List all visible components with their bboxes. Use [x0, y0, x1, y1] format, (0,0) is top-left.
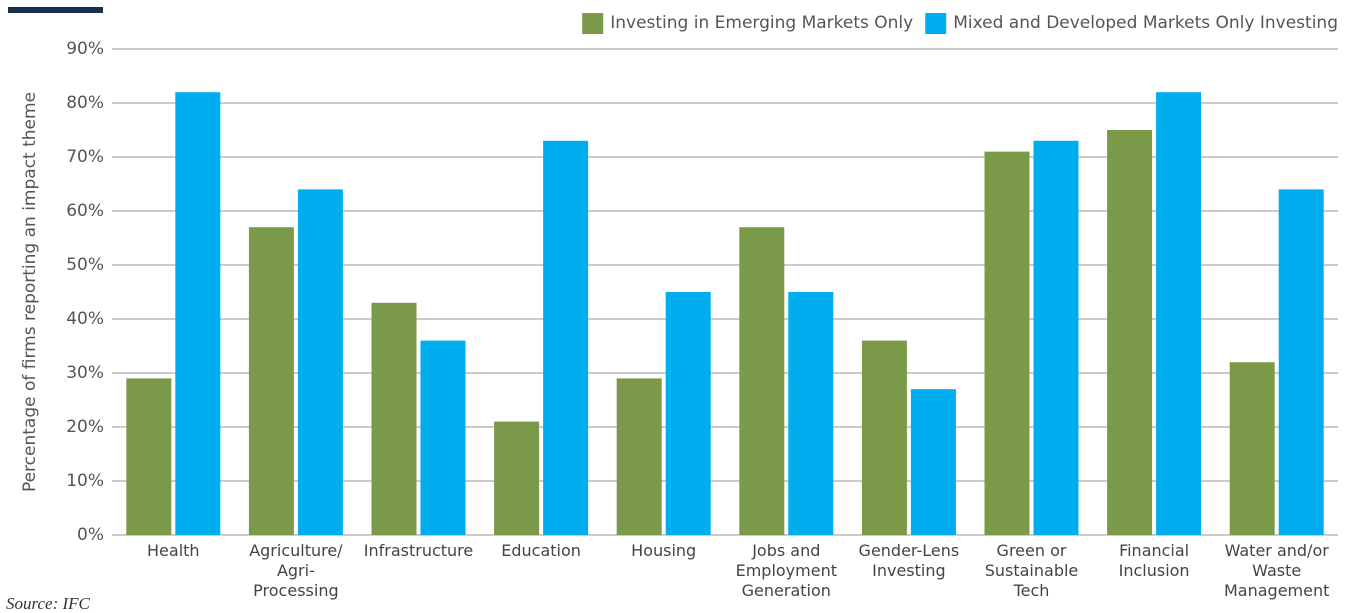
bar [788, 292, 834, 535]
x-tick-label: Green or Sustainable Tech [984, 541, 1079, 600]
y-tick-label: 20% [66, 417, 104, 437]
y-tick-label: 60% [66, 201, 104, 221]
bar [248, 227, 294, 535]
bar [1107, 130, 1153, 535]
bar [910, 389, 956, 535]
x-tick-label: Gender-Lens Investing [858, 541, 960, 580]
y-tick-label: 70% [66, 147, 104, 167]
y-tick-label: 0% [77, 525, 104, 545]
x-tick-label: Health [147, 541, 200, 560]
bar [175, 92, 221, 535]
x-tick-label: Financial Inclusion [1118, 541, 1190, 580]
y-tick-label: 50% [66, 255, 104, 275]
x-tick-label: Education [501, 541, 581, 560]
legend-label: Investing in Emerging Markets Only [610, 13, 913, 33]
legend-swatch [925, 13, 947, 34]
bar [665, 292, 711, 535]
bar [739, 227, 785, 535]
bar [1033, 140, 1079, 536]
bar [861, 340, 907, 535]
y-tick-label: 80% [66, 93, 104, 113]
x-tick-label: Housing [631, 541, 697, 560]
legend-label: Mixed and Developed Markets Only Investi… [953, 13, 1338, 33]
bar [1229, 362, 1275, 535]
bar [371, 302, 417, 535]
bar [126, 378, 172, 535]
source-note: Source: IFC [6, 594, 90, 613]
bar [1156, 92, 1202, 535]
legend-swatch [582, 13, 604, 34]
x-tick-label: Agriculture/ Agri-Processing [249, 541, 343, 600]
bar [297, 189, 343, 535]
bar [494, 421, 540, 535]
bar [616, 378, 662, 535]
bar [543, 140, 589, 536]
bar [984, 151, 1030, 535]
bar [420, 340, 466, 535]
y-tick-label: 90% [66, 39, 104, 59]
x-tick-label: Water and/or Waste Management [1223, 541, 1330, 600]
y-tick-label: 40% [66, 309, 104, 329]
header-bar [8, 7, 103, 13]
x-tick-label: Infrastructure [363, 541, 474, 560]
y-tick-label: 10% [66, 471, 104, 491]
y-tick-label: 30% [66, 363, 104, 383]
bar [1278, 189, 1324, 535]
y-axis-title: Percentage of firms reporting an impact … [20, 92, 40, 492]
x-tick-label: Jobs and Employment Generation [735, 541, 837, 600]
